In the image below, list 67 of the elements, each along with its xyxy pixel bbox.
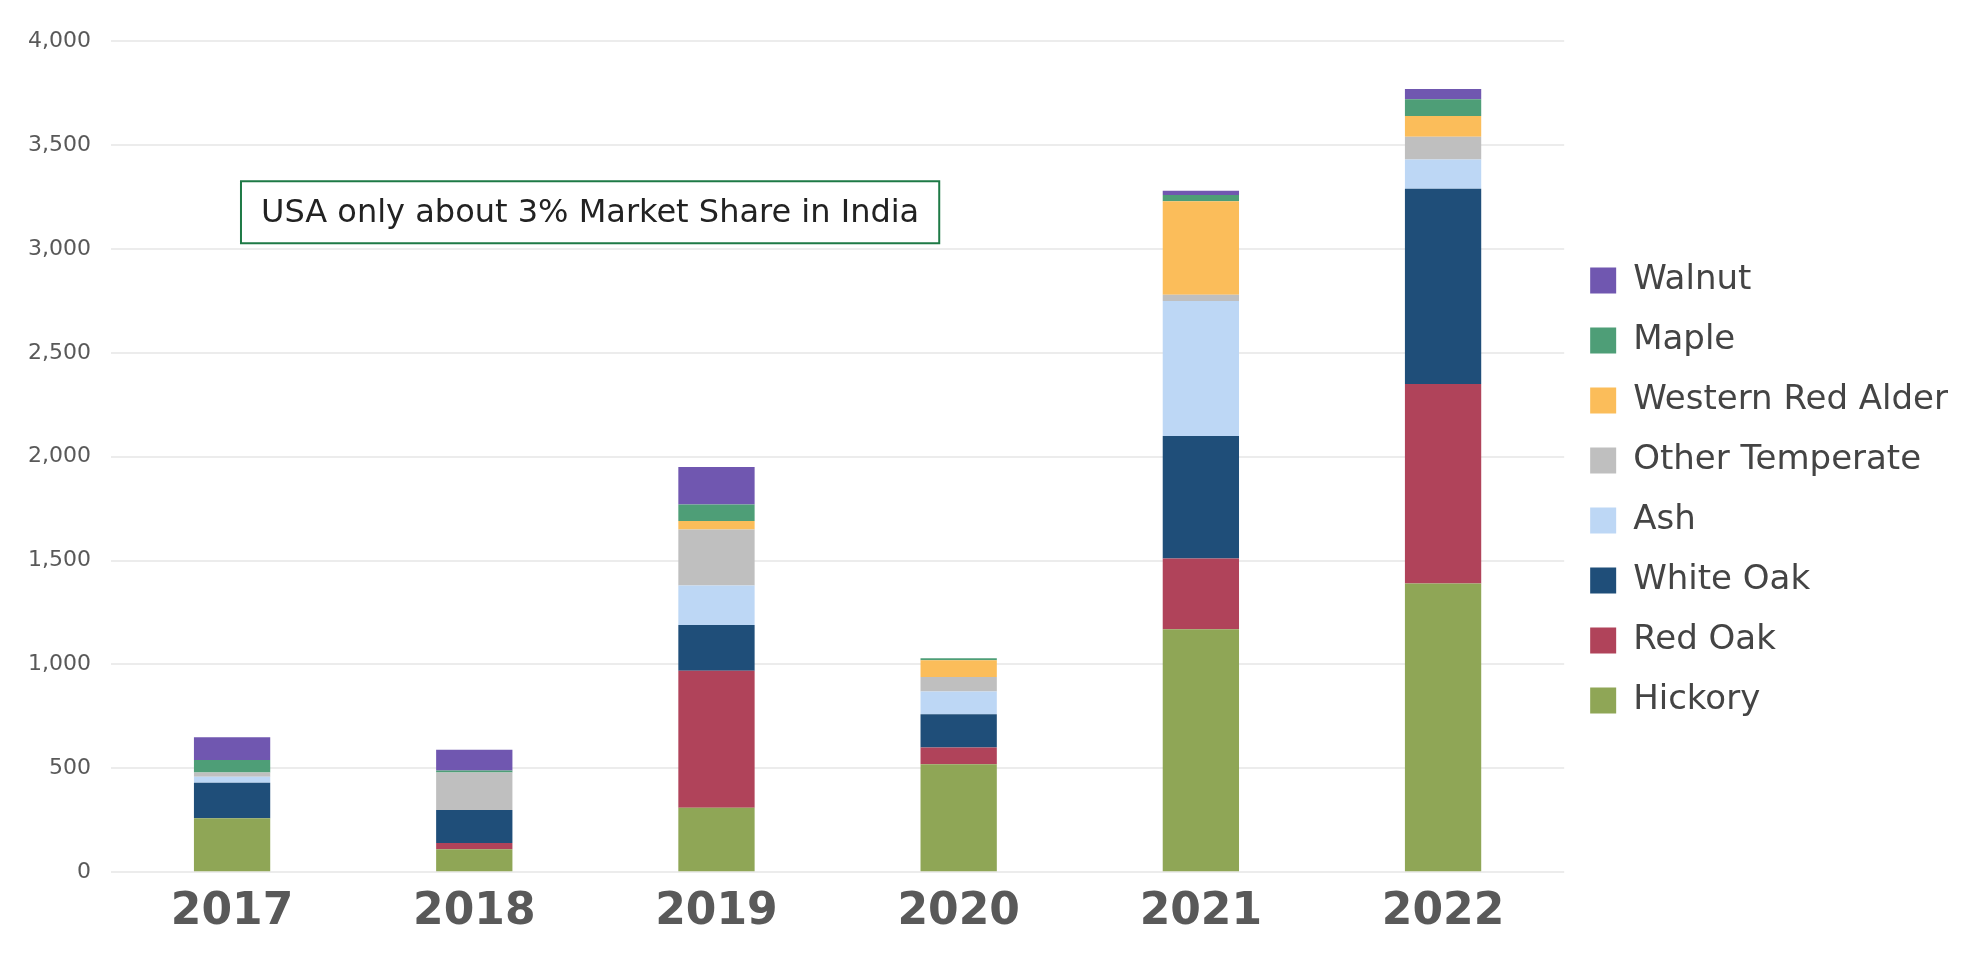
y-tick-label: 4,000 [28, 26, 91, 52]
bar [1162, 435, 1240, 559]
bar [1404, 383, 1482, 584]
bar [678, 670, 755, 808]
bar [1404, 115, 1482, 137]
bar [1162, 629, 1240, 872]
legend-label: Walnut [1633, 257, 1752, 298]
bar [436, 843, 513, 850]
bar [678, 529, 755, 586]
bar [1404, 583, 1482, 872]
bar [678, 467, 755, 505]
x-tick-label: 2019 [655, 883, 778, 935]
bar [193, 737, 271, 761]
legend-label: White Oak [1633, 557, 1811, 598]
x-tick-label: 2018 [413, 883, 536, 935]
bar [920, 676, 997, 692]
bar [678, 585, 755, 625]
x-tick-label: 2020 [897, 883, 1020, 935]
bar [1404, 88, 1482, 100]
y-tick-label: 0 [76, 857, 91, 883]
bar [1162, 294, 1240, 301]
bar [678, 624, 755, 671]
bar [436, 770, 513, 773]
legend-label: Maple [1633, 317, 1736, 358]
bar [436, 749, 513, 771]
bar [920, 658, 997, 661]
bar [1404, 99, 1482, 116]
legend-label: Hickory [1633, 677, 1761, 718]
legend-label: Ash [1633, 497, 1696, 538]
bar [678, 521, 755, 530]
bar [920, 691, 997, 715]
x-tick-label: 2021 [1139, 883, 1263, 935]
legend-label: Red Oak [1633, 617, 1777, 658]
bar [436, 849, 513, 872]
bar [920, 747, 997, 765]
bar [436, 809, 513, 844]
y-tick-label: 2,500 [28, 338, 91, 364]
x-tick-label: 2022 [1381, 883, 1505, 935]
bar [920, 764, 997, 872]
bar [1162, 300, 1240, 436]
bar [1404, 188, 1482, 384]
bar [920, 660, 997, 677]
x-tick-label: 2017 [170, 883, 294, 935]
bar [193, 776, 271, 783]
y-tick-label: 1,500 [28, 546, 91, 572]
bar [1162, 190, 1240, 195]
legend-label: Other Temperate [1633, 437, 1922, 478]
annotation: USA only about 3% Market Share in India [260, 191, 920, 230]
bar [193, 818, 271, 872]
bar [678, 807, 755, 872]
bar [436, 772, 513, 810]
bar [1162, 194, 1240, 202]
bar [1162, 558, 1240, 630]
y-tick-label: 500 [48, 754, 91, 780]
bar [193, 772, 271, 777]
y-tick-label: 3,500 [28, 130, 91, 156]
legend-label: Western Red Alder [1633, 377, 1949, 418]
bar [193, 782, 271, 819]
bar [678, 504, 755, 522]
y-tick-label: 3,000 [28, 234, 91, 260]
y-tick-label: 2,000 [28, 442, 91, 468]
bar [920, 714, 997, 748]
bar [193, 760, 271, 773]
bar [1404, 136, 1482, 160]
y-tick-label: 1,000 [28, 650, 91, 676]
bar [1404, 159, 1482, 189]
bar [1162, 201, 1240, 295]
